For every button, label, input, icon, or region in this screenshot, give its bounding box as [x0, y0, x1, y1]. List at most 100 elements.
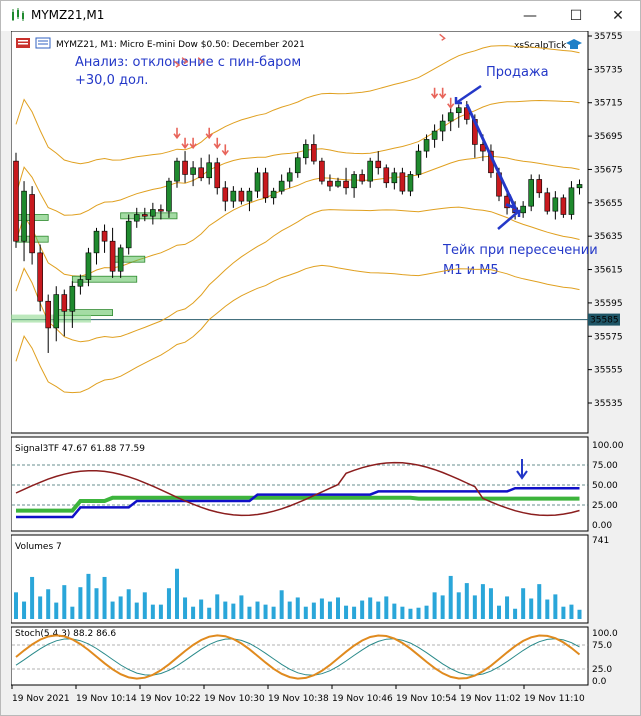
close-button[interactable]: ✕ — [612, 8, 624, 24]
candle-body[interactable] — [109, 240, 116, 272]
candle-body[interactable] — [61, 294, 68, 312]
candle-body[interactable] — [319, 160, 325, 182]
volume-bar — [545, 599, 550, 619]
candle-body[interactable] — [85, 252, 92, 280]
candle-body[interactable] — [214, 162, 221, 189]
candle-body[interactable] — [568, 187, 575, 215]
volume-bar — [480, 584, 485, 619]
candle-body[interactable] — [125, 220, 132, 249]
candle-body[interactable] — [311, 144, 317, 162]
chart-canvas[interactable]: MYMZ21, M1: Micro E-mini Dow $0.50: Dece… — [11, 31, 631, 707]
candle-body[interactable] — [29, 194, 35, 254]
price-tick-label: 35675 — [594, 165, 623, 175]
candle-body[interactable] — [536, 179, 543, 194]
candle-body[interactable] — [504, 195, 510, 209]
candle-body[interactable] — [294, 157, 301, 174]
candle-body[interactable] — [391, 172, 398, 184]
volume-bar — [86, 573, 91, 619]
candle-body[interactable] — [544, 192, 551, 212]
time-tick-label: 19 Nov 10:54 — [396, 694, 457, 704]
candle-body[interactable] — [431, 130, 438, 140]
volume-bar — [247, 606, 252, 619]
maximize-button[interactable]: ☐ — [569, 8, 583, 24]
volume-bar — [54, 602, 59, 619]
candle-body[interactable] — [37, 252, 43, 302]
candle-body[interactable] — [270, 190, 277, 199]
candle-body[interactable] — [447, 112, 454, 122]
candle-body[interactable] — [335, 180, 341, 187]
candle-body[interactable] — [133, 214, 140, 222]
candle-body[interactable] — [262, 172, 269, 199]
candle-body[interactable] — [327, 180, 333, 187]
candle-body[interactable] — [158, 209, 164, 212]
candle-body[interactable] — [415, 150, 422, 175]
candle-body[interactable] — [399, 172, 406, 192]
minimize-button[interactable]: — — [523, 8, 537, 24]
candle-body[interactable] — [520, 205, 526, 214]
candle-body[interactable] — [230, 190, 237, 202]
signal-arrow-icon — [189, 137, 197, 150]
sell-pointer-icon — [455, 84, 482, 105]
sell-trend-arrow-icon — [505, 193, 518, 211]
volume-bar — [287, 601, 292, 619]
graduation-cap-icon[interactable] — [566, 39, 582, 49]
candle-body[interactable] — [117, 247, 124, 272]
candle-body[interactable] — [278, 180, 285, 192]
volume-bar — [553, 594, 558, 619]
volume-bar — [263, 604, 268, 619]
candle-body[interactable] — [560, 197, 567, 215]
candle-body[interactable] — [552, 197, 559, 212]
candle-body[interactable] — [528, 179, 535, 207]
candle-body[interactable] — [238, 190, 245, 202]
sell-pointer-head-icon — [454, 97, 462, 105]
candle-body[interactable] — [423, 139, 430, 152]
candle-body[interactable] — [407, 174, 414, 192]
candle-body[interactable] — [13, 160, 19, 242]
candle-body[interactable] — [375, 160, 382, 169]
volume-bar — [70, 606, 75, 619]
volume-bar — [118, 596, 123, 619]
signal-panel[interactable] — [11, 436, 589, 532]
candle-body[interactable] — [53, 294, 60, 329]
band-lower-line — [15, 206, 580, 343]
stoch-panel[interactable] — [11, 626, 589, 686]
candle-body[interactable] — [439, 120, 446, 132]
candle-body[interactable] — [190, 167, 196, 175]
candle-body[interactable] — [77, 279, 84, 287]
volume-bar — [239, 595, 244, 619]
candle-body[interactable] — [359, 174, 365, 182]
candle-body[interactable] — [455, 107, 462, 114]
candle-body[interactable] — [206, 162, 212, 179]
candle-body[interactable] — [351, 174, 357, 189]
candle-body[interactable] — [93, 230, 100, 254]
candle-body[interactable] — [383, 167, 390, 184]
volumes-label: Volumes 7 — [15, 542, 62, 552]
candle-body[interactable] — [367, 160, 374, 182]
take-label-2: M1 и M5 — [443, 263, 499, 278]
candle-body[interactable] — [576, 184, 583, 189]
candle-body[interactable] — [69, 285, 76, 312]
volume-bar — [94, 588, 99, 619]
candle-body[interactable] — [45, 300, 52, 329]
candle-body[interactable] — [246, 190, 253, 202]
header-icon[interactable] — [16, 37, 51, 49]
price-tick-label: 35595 — [594, 299, 623, 309]
level-box — [112, 255, 146, 263]
candle-body[interactable] — [222, 187, 229, 202]
title-bar[interactable]: MYMZ21,M1 — ☐ ✕ — [1, 1, 640, 31]
candle-body[interactable] — [150, 209, 156, 217]
candle-body[interactable] — [198, 167, 204, 179]
candle-body[interactable] — [21, 190, 27, 242]
signal-tick-label: 25.00 — [592, 501, 618, 511]
chart-area[interactable]: MYMZ21, M1: Micro E-mini Dow $0.50: Dece… — [11, 31, 631, 707]
candle-body[interactable] — [101, 230, 108, 242]
candle-body[interactable] — [302, 144, 309, 159]
candle-body[interactable] — [174, 160, 180, 182]
candle-body[interactable] — [286, 172, 293, 182]
signal-tick-icon — [197, 57, 205, 65]
candle-body[interactable] — [166, 180, 172, 212]
candle-body[interactable] — [343, 180, 349, 189]
candle-body[interactable] — [254, 172, 261, 192]
candle-body[interactable] — [142, 214, 148, 217]
candle-body[interactable] — [182, 160, 188, 175]
